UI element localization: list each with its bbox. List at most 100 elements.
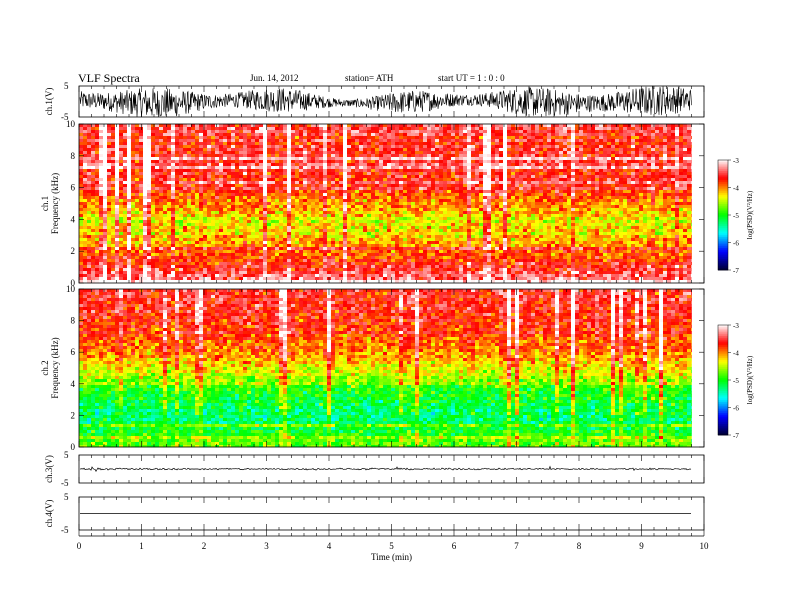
spectrogram-cell xyxy=(351,217,356,221)
spectrogram-cell xyxy=(211,181,216,185)
spectrogram-cell xyxy=(443,226,448,230)
spectrogram-cell xyxy=(95,184,100,188)
spectrogram-cell xyxy=(347,181,352,185)
spectrogram-cell xyxy=(131,211,136,215)
spectrogram-cell xyxy=(367,151,372,155)
spectrogram-cell xyxy=(239,145,244,149)
spectrogram-cell xyxy=(131,196,136,200)
spectrogram-cell xyxy=(191,199,196,203)
spectrogram-cell xyxy=(87,169,92,173)
spectrogram-cell xyxy=(395,175,400,179)
spectrogram-cell xyxy=(211,166,216,170)
spectrogram-cell xyxy=(195,211,200,215)
spectrogram-cell xyxy=(107,130,112,134)
spectrogram-cell xyxy=(271,199,276,203)
spectrogram-cell xyxy=(295,184,300,188)
spectrogram-cell xyxy=(403,223,408,227)
spectrogram-cell xyxy=(115,217,120,221)
spectrogram-cell xyxy=(279,217,284,221)
spectrogram-cell xyxy=(83,130,88,134)
spectrogram-cell xyxy=(311,157,316,161)
spectrogram-cell xyxy=(175,151,180,155)
spectrogram-cell xyxy=(295,205,300,209)
spectrogram-cell xyxy=(107,145,112,149)
spectrogram-cell xyxy=(211,211,216,215)
spectrogram-cell xyxy=(319,241,324,245)
spectrogram-cell xyxy=(111,175,116,179)
spectrogram-cell xyxy=(435,250,440,254)
spectrogram-cell xyxy=(299,163,304,167)
spectrogram-cell xyxy=(151,265,156,269)
spectrogram-cell xyxy=(407,199,412,203)
spectrogram-cell xyxy=(163,211,168,215)
spectrogram-cell xyxy=(107,244,112,248)
spectrogram-cell xyxy=(219,247,224,251)
spectrogram-cell xyxy=(391,205,396,209)
spectrogram-cell xyxy=(375,166,380,170)
spectrogram-cell xyxy=(315,259,320,263)
spectrogram-cell xyxy=(119,214,124,218)
spectrogram-cell xyxy=(127,271,132,275)
spectrogram-cell xyxy=(235,166,240,170)
spectrogram-cell xyxy=(95,160,100,164)
spectrogram-cell xyxy=(127,217,132,221)
spectrogram-cell xyxy=(191,235,196,239)
spectrogram-cell xyxy=(399,229,404,233)
spectrogram-cell xyxy=(311,172,316,176)
spectrogram-cell xyxy=(267,175,272,179)
spectrogram-cell xyxy=(307,136,312,140)
spectrogram-cell xyxy=(163,160,168,164)
spectrogram-cell xyxy=(131,142,136,146)
spectrogram-cell xyxy=(167,145,172,149)
spectrogram-cell xyxy=(287,169,292,173)
spectrogram-cell xyxy=(207,241,212,245)
spectrogram-cell xyxy=(343,232,348,236)
spectrogram-cell xyxy=(219,235,224,239)
spectrogram-cell xyxy=(83,193,88,197)
spectrogram-cell xyxy=(287,133,292,137)
spectrogram-cell xyxy=(135,223,140,227)
spectrogram-cell xyxy=(363,268,368,272)
spectrogram-cell xyxy=(211,253,216,257)
spectrogram-cell xyxy=(147,226,152,230)
spectrogram-cell xyxy=(151,181,156,185)
spectrogram-cell xyxy=(379,154,384,158)
spectrogram-cell xyxy=(251,262,256,266)
spectrogram-cell xyxy=(131,271,136,275)
spectrogram-cell xyxy=(179,208,184,212)
spectrogram-cell xyxy=(119,280,124,284)
spectrogram-cell xyxy=(127,199,132,203)
spectrogram-cell xyxy=(179,136,184,140)
spectrogram-cell xyxy=(415,247,420,251)
spectrogram-cell xyxy=(191,133,196,137)
spectrogram-cell xyxy=(243,157,248,161)
spectrogram-cell xyxy=(211,265,216,269)
spectrogram-cell xyxy=(407,190,412,194)
spectrogram-cell xyxy=(267,256,272,260)
spectrogram-cell xyxy=(299,244,304,248)
spectrogram-cell xyxy=(179,259,184,263)
spectrogram-cell xyxy=(195,157,200,161)
spectrogram-cell xyxy=(211,151,216,155)
spectrogram-cell xyxy=(311,139,316,143)
spectrogram-cell xyxy=(427,277,432,281)
spectrogram-cell xyxy=(271,280,276,284)
spectrogram-cell xyxy=(399,130,404,134)
spectrogram-cell xyxy=(179,163,184,167)
spectrogram-cell xyxy=(115,133,120,137)
spectrogram-cell xyxy=(183,202,188,206)
spectrogram-cell xyxy=(331,163,336,167)
spectrogram-cell xyxy=(259,280,264,284)
spectrogram-cell xyxy=(427,250,432,254)
spectrogram-cell xyxy=(343,235,348,239)
spectrogram-cell xyxy=(383,184,388,188)
spectrogram-cell xyxy=(187,169,192,173)
spectrogram-cell xyxy=(299,145,304,149)
spectrogram-cell xyxy=(419,208,424,212)
spectrogram-cell xyxy=(211,169,216,173)
spectrogram-cell xyxy=(135,241,140,245)
spectrogram-cell xyxy=(271,235,276,239)
spectrogram-cell xyxy=(407,256,412,260)
spectrogram-cell xyxy=(291,220,296,224)
spectrogram-cell xyxy=(187,148,192,152)
